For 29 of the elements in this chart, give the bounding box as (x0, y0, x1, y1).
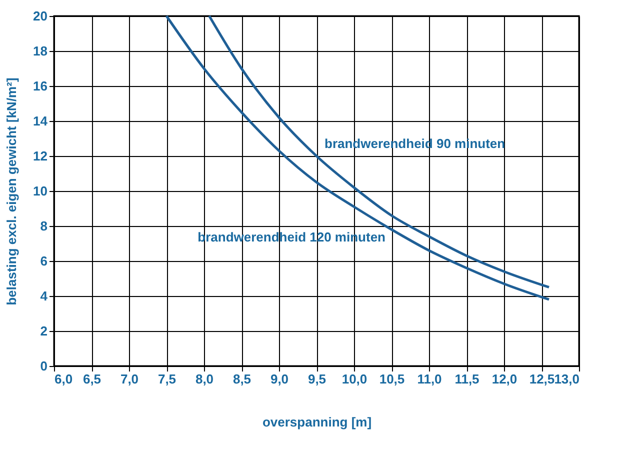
x-tick-label: 11,0 (417, 372, 442, 386)
y-tick-label: 4 (40, 288, 48, 304)
x-tick-label: 12,5 (529, 372, 555, 386)
y-tick-label: 8 (40, 218, 48, 234)
x-tick-label: 8,0 (195, 372, 214, 386)
x-tick-label: 11,5 (454, 372, 480, 386)
x-tick-label: 7,0 (120, 372, 139, 386)
y-tick-label: 12 (33, 148, 48, 164)
x-axis-title: overspanning [m] (262, 414, 372, 430)
y-tick-label: 16 (33, 78, 48, 94)
x-tick-label: 12,0 (492, 372, 518, 386)
y-tick-label: 0 (40, 358, 48, 374)
y-axis-title: belasting excl. eigen gewicht [kN/m²] (4, 78, 20, 306)
x-tick-label: 13,0 (554, 372, 580, 386)
x-tick-label: 6,5 (82, 372, 102, 386)
x-tick-label: 8,5 (232, 372, 252, 386)
x-tick-label: 9,0 (270, 372, 289, 386)
line-series (165, 14, 550, 301)
x-tick-label: 7,5 (158, 372, 176, 386)
x-tick-label: 10,0 (342, 372, 368, 386)
y-tick-label: 2 (40, 324, 48, 338)
x-tick-label: 9,5 (308, 372, 326, 386)
x-tick-label: 10,5 (379, 372, 405, 386)
y-tick-label: 6 (40, 254, 48, 268)
y-tick-label: 14 (33, 114, 48, 128)
x-tick-label: 6,0 (54, 372, 73, 386)
y-tick-label: 18 (33, 44, 48, 58)
y-tick-label: 20 (33, 8, 48, 24)
y-tick-label: 10 (33, 184, 48, 198)
